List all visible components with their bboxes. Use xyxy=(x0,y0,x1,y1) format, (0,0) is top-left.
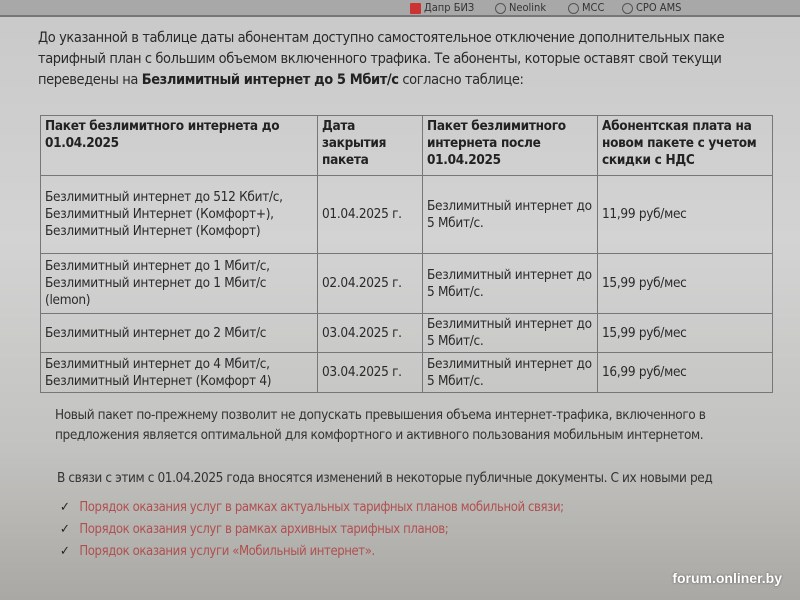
globe-icon xyxy=(622,2,633,14)
intro-line: тарифный план с большим объемом включенн… xyxy=(38,51,722,67)
old-package-cell: Безлимитный интернет до 4 Мбит/с, Безлим… xyxy=(40,352,318,393)
column-header: Дата закрытия пакета xyxy=(317,115,423,176)
document-link[interactable]: Порядок оказания услуг в рамках актуальн… xyxy=(79,500,564,515)
document-links: ✓ Порядок оказания услуг в рамках актуаль… xyxy=(60,497,564,563)
close-date-cell: 02.04.2025 г. xyxy=(317,253,423,314)
target-package-name: Безлимитный интернет до 5 Мбит/с xyxy=(141,72,399,88)
document-link[interactable]: Порядок оказания услуги «Мобильный интер… xyxy=(79,544,375,559)
bookmark-icon xyxy=(410,2,421,14)
new-package-cell: Безлимитный интернет до 5 Мбит/с. xyxy=(422,175,598,254)
close-date-cell: 01.04.2025 г. xyxy=(317,175,423,254)
bookmark-label: CPO AMS xyxy=(636,1,682,14)
intro-text: переведены на xyxy=(38,72,142,88)
bookmark-label: MCC xyxy=(582,1,605,14)
table-row: Безлимитный интернет до 4 Мбит/с, Безлим… xyxy=(40,352,773,393)
list-item: ✓ Порядок оказания услуги «Мобильный инте… xyxy=(60,541,564,563)
table-header-row: Пакет безлимитного интернета до 01.04.20… xyxy=(40,115,773,176)
column-header: Пакет безлимитного интернета до 01.04.20… xyxy=(40,115,318,176)
watermark: forum.onliner.by xyxy=(672,570,782,586)
column-header: Абонентская плата на новом пакете с учет… xyxy=(597,115,773,176)
price-cell: 15,99 руб/мес xyxy=(597,253,773,314)
price-cell: 11,99 руб/мес xyxy=(597,175,773,254)
intro-paragraph: До указанной в таблице даты абонентам до… xyxy=(38,28,800,91)
bookmark-label: Neolink xyxy=(509,1,547,14)
list-item: ✓ Порядок оказания услуг в рамках актуаль… xyxy=(60,497,564,519)
changes-paragraph: В связи с этим с 01.04.2025 года вносятс… xyxy=(57,470,713,486)
close-date-cell: 03.04.2025 г. xyxy=(317,352,423,393)
document-link[interactable]: Порядок оказания услуг в рамках архивных… xyxy=(79,522,449,537)
checkmark-icon: ✓ xyxy=(60,522,70,537)
globe-icon xyxy=(568,2,579,14)
price-cell: 15,99 руб/мес xyxy=(597,313,773,353)
intro-line: переведены на Безлимитный интернет до 5 … xyxy=(38,70,800,91)
bookmarks-bar: Дапр БИЗ Neolink MCC CPO AMS xyxy=(0,0,800,17)
checkmark-icon: ✓ xyxy=(60,544,70,559)
note-line: Новый пакет по-прежнему позволит не допу… xyxy=(55,407,706,423)
checkmark-icon: ✓ xyxy=(60,500,70,515)
table-row: Безлимитный интернет до 1 Мбит/с, Безлим… xyxy=(40,253,773,314)
price-cell: 16,99 руб/мес xyxy=(597,352,773,393)
bookmark[interactable]: Дапр БИЗ xyxy=(410,1,474,14)
intro-text: согласно таблице: xyxy=(398,72,524,88)
list-item: ✓ Порядок оказания услуг в рамках архивны… xyxy=(60,519,564,541)
bookmark[interactable]: MCC xyxy=(568,1,604,14)
bookmark[interactable]: Neolink xyxy=(495,1,546,14)
new-package-cell: Безлимитный интернет до 5 Мбит/с. xyxy=(422,352,598,393)
new-package-cell: Безлимитный интернет до 5 Мбит/с. xyxy=(422,253,598,314)
old-package-cell: Безлимитный интернет до 2 Мбит/с xyxy=(40,313,318,353)
package-migration-table: Пакет безлимитного интернета до 01.04.20… xyxy=(40,115,773,393)
note-line: предложения является оптимальной для ком… xyxy=(55,427,704,443)
table-row: Безлимитный интернет до 512 Кбит/с, Безл… xyxy=(40,175,773,254)
table-row: Безлимитный интернет до 2 Мбит/с 03.04.2… xyxy=(40,313,773,353)
globe-icon xyxy=(495,2,506,14)
close-date-cell: 03.04.2025 г. xyxy=(317,313,423,353)
new-package-cell: Безлимитный интернет до 5 Мбит/с. xyxy=(422,313,598,353)
column-header: Пакет безлимитного интернета после 01.04… xyxy=(422,115,598,176)
bookmark[interactable]: CPO AMS xyxy=(622,1,681,14)
note-paragraph: Новый пакет по-прежнему позволит не допу… xyxy=(55,405,706,445)
intro-line: До указанной в таблице даты абонентам до… xyxy=(38,30,725,46)
bookmark-label: Дапр БИЗ xyxy=(424,1,475,14)
old-package-cell: Безлимитный интернет до 1 Мбит/с, Безлим… xyxy=(40,253,318,314)
old-package-cell: Безлимитный интернет до 512 Кбит/с, Безл… xyxy=(40,175,318,254)
